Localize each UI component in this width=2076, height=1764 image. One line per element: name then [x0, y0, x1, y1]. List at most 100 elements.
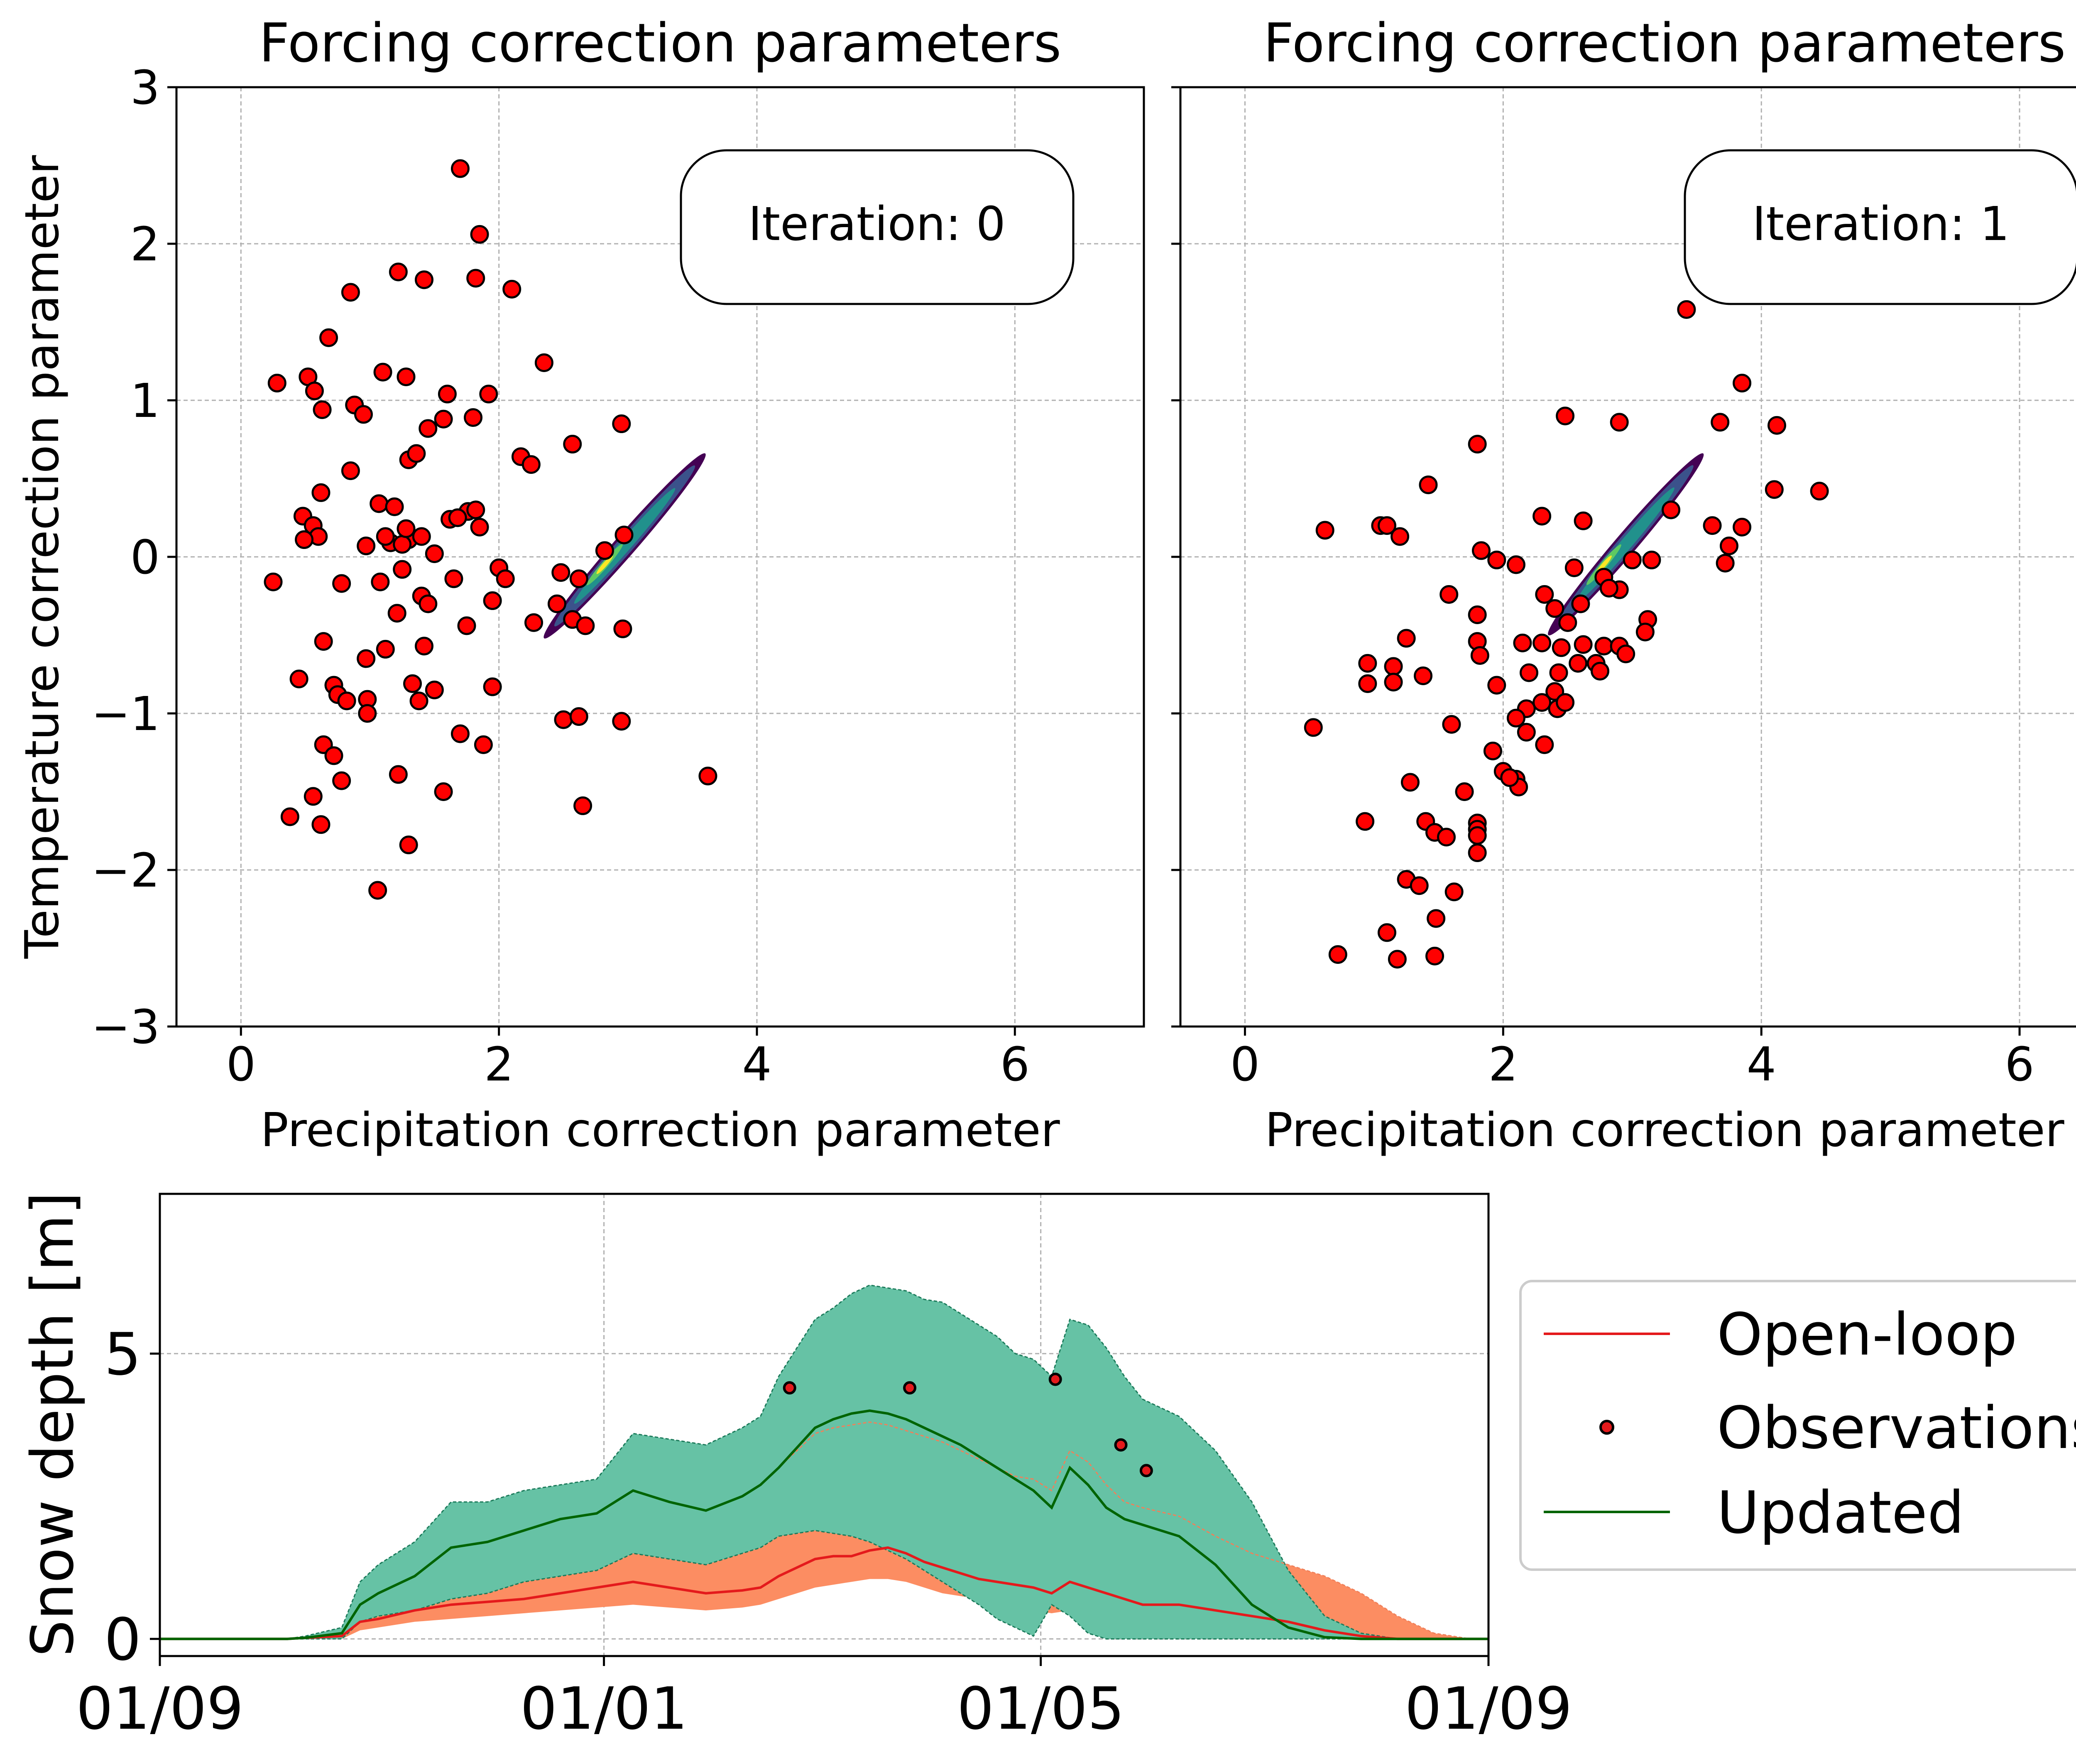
scatter-point: [314, 632, 333, 651]
y-tick-label: 5: [104, 1321, 141, 1389]
annotation-text: Iteration: 1: [1752, 197, 2010, 251]
scatter-point: [466, 269, 485, 288]
x-tick-label: 6: [1000, 1038, 1030, 1092]
scatter-point: [324, 746, 343, 765]
scatter-point: [1623, 551, 1642, 570]
scatter-point: [576, 616, 595, 635]
scatter-point: [389, 765, 408, 784]
scatter-point: [289, 669, 308, 688]
scatter-point: [1425, 946, 1444, 965]
snow-depth-panel: 01/09 01/01 01/05 01/09 05 Snow depth [m]: [19, 1192, 1572, 1743]
scatter-point: [1733, 374, 1752, 393]
scatter-point: [448, 508, 467, 527]
updated-lower-bound-line: [160, 1530, 1488, 1640]
scatter-point: [425, 680, 444, 699]
scatter-point: [1733, 517, 1752, 537]
scatter-point: [612, 712, 631, 731]
scatter-point: [1391, 527, 1410, 546]
scatter-point: [1500, 768, 1519, 787]
scatter-point: [393, 535, 412, 554]
scatter-point: [1513, 633, 1532, 652]
scatter-point: [1549, 663, 1568, 682]
y-tick-label: 0: [104, 1606, 141, 1674]
scatter-point: [1487, 551, 1506, 570]
scatter-point: [368, 881, 387, 900]
scatter-point: [438, 385, 457, 404]
scatter-point: [397, 519, 416, 538]
scatter-point: [1765, 480, 1784, 499]
scatter-point: [450, 724, 470, 743]
scatter-point: [1468, 605, 1487, 624]
updated-upper-bound-line: [160, 1284, 1488, 1640]
y-axis-label: Temperature correction parameter: [15, 155, 69, 959]
series-lines: [160, 1284, 1488, 1640]
scatter-point: [1810, 482, 1829, 501]
y-tick-labels: −3 −2 −1 0 1 2 3: [91, 61, 176, 1054]
scatter-point: [305, 381, 324, 400]
scatter-point: [521, 455, 541, 474]
panel-title: Forcing correction parameters: [259, 12, 1062, 74]
scatter-point: [1591, 662, 1610, 681]
scatter-point: [457, 616, 476, 635]
x-tick-label: 0: [226, 1038, 256, 1092]
annotation-text: Iteration: 0: [748, 197, 1006, 251]
observation-points: [783, 1372, 1153, 1477]
scatter-panel-iteration-1: Forcing correction parameters 0 2 4 6 Preci…: [1171, 12, 2076, 1157]
scatter-point: [1520, 663, 1539, 682]
scatter-point: [569, 569, 588, 588]
scatter-point: [373, 363, 392, 382]
scatter-point: [1677, 300, 1696, 319]
scatter-point: [1410, 876, 1429, 895]
updated-line: [160, 1409, 1488, 1640]
scatter-point: [1468, 843, 1487, 862]
x-tick-label: 0: [1230, 1038, 1260, 1092]
scatter-point: [409, 691, 428, 710]
scatter-point: [1571, 594, 1590, 613]
scatter-point: [1616, 644, 1635, 664]
x-tick-label: 6: [2005, 1038, 2034, 1092]
x-tick-labels: 0 2 4 6: [226, 1027, 1030, 1092]
scatter-point: [341, 283, 360, 302]
scatter-point: [264, 572, 283, 591]
scatter-point: [1610, 413, 1629, 432]
scatter-point: [450, 159, 470, 178]
scatter-point: [1545, 599, 1564, 618]
scatter-point: [1569, 654, 1588, 673]
scatter-point: [1468, 826, 1487, 845]
scatter-point: [389, 262, 408, 282]
x-tick-label: 4: [1747, 1038, 1776, 1092]
scatter-point: [563, 435, 582, 454]
scatter-point: [1506, 555, 1525, 574]
y-tick-labels: 05: [104, 1321, 160, 1674]
scatter-point: [1574, 511, 1593, 530]
x-tick-label: 01/05: [957, 1675, 1124, 1743]
scatter-point: [403, 674, 422, 693]
scatter-point: [502, 279, 521, 299]
scatter-point: [1437, 828, 1456, 847]
scatter-point: [554, 710, 573, 729]
scatter-point: [496, 569, 515, 588]
legend-frame: [1519, 1280, 2076, 1571]
scatter-point: [1483, 741, 1502, 760]
scatter-point: [444, 569, 463, 588]
scatter-point: [1315, 521, 1334, 540]
scatter-point: [551, 563, 570, 582]
y-tick-label: −2: [91, 844, 160, 898]
scatter-point: [414, 637, 433, 656]
x-tick-label: 01/09: [1405, 1675, 1572, 1743]
scatter-point: [483, 677, 502, 696]
observation-point: [1114, 1438, 1128, 1452]
scatter-point: [385, 497, 404, 516]
observation-point: [783, 1381, 796, 1395]
x-tick-label: 01/09: [76, 1675, 243, 1743]
x-tick-label: 2: [1488, 1038, 1518, 1092]
observation-point: [1048, 1372, 1062, 1386]
scatter-point: [1455, 782, 1474, 801]
scatter-point: [1427, 909, 1446, 928]
scatter-point: [547, 594, 566, 613]
scatter-point: [1444, 882, 1464, 902]
scatter-point: [573, 796, 592, 815]
scatter-point: [370, 494, 389, 513]
y-axis-label: Snow depth [m]: [19, 1192, 87, 1657]
legend-label-updated: Updated: [1717, 1479, 1964, 1547]
